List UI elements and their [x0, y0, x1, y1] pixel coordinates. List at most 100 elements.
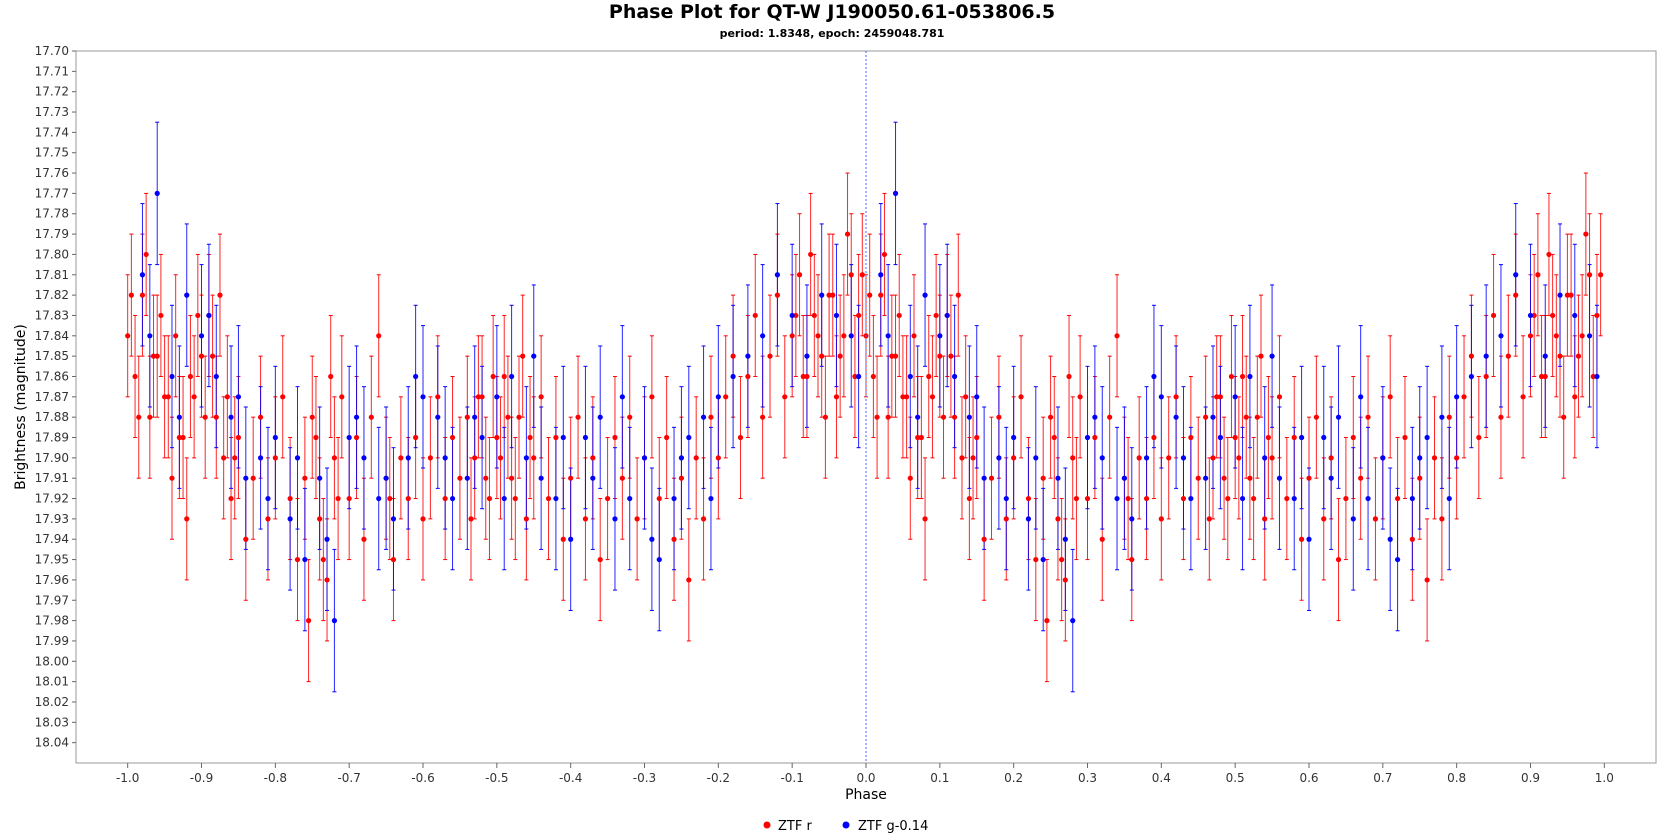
data-point-ztf-g [1350, 516, 1356, 522]
data-point-ztf-r [154, 353, 160, 359]
data-point-ztf-g [479, 434, 485, 441]
data-point-ztf-g [1092, 414, 1098, 420]
data-point-ztf-r [1350, 434, 1356, 441]
data-point-ztf-r [844, 231, 851, 237]
data-point-ztf-r [353, 434, 360, 441]
data-point-ztf-g [1055, 475, 1061, 481]
data-point-ztf-r [752, 312, 758, 319]
data-point-ztf-g [1299, 434, 1305, 441]
data-point-ztf-r [1454, 455, 1460, 461]
data-point-ztf-g [1210, 414, 1216, 420]
data-point-ztf-g [509, 373, 515, 380]
y-tick-label: 17.86 [35, 369, 69, 383]
data-point-ztf-r [136, 414, 142, 420]
data-point-ztf-r [575, 414, 581, 420]
data-point-ztf-g [287, 516, 293, 522]
data-point-ztf-r [1424, 577, 1430, 583]
data-point-ztf-g [331, 618, 338, 624]
y-tick-label: 17.95 [35, 553, 69, 567]
data-point-ztf-g [1239, 495, 1246, 502]
data-point-ztf-r [819, 353, 825, 359]
data-point-ztf-r [1313, 414, 1319, 420]
data-point-ztf-g [649, 536, 655, 542]
data-point-ztf-r [837, 353, 843, 359]
x-tick-label: -0.2 [707, 771, 730, 785]
data-point-ztf-r [147, 414, 153, 420]
data-point-ztf-r [305, 618, 312, 624]
data-point-ztf-g [206, 312, 212, 319]
data-point-ztf-r [1321, 516, 1327, 522]
data-point-ztf-r [509, 475, 515, 481]
data-point-ztf-r [464, 414, 470, 420]
data-point-ztf-g [1321, 434, 1327, 441]
data-point-ztf-r [545, 495, 552, 502]
data-point-ztf-r [516, 414, 522, 420]
data-point-ztf-r [213, 414, 219, 420]
data-point-ztf-r [996, 414, 1002, 420]
data-point-ztf-r [1018, 394, 1024, 400]
data-point-ztf-r [859, 272, 865, 278]
data-point-ztf-r [1107, 414, 1113, 420]
data-point-ztf-r [1431, 455, 1438, 461]
data-point-ztf-g [892, 190, 899, 196]
data-point-ztf-r [745, 373, 751, 380]
data-point-ztf-r [774, 292, 781, 298]
data-point-ztf-r [331, 455, 338, 461]
data-point-ztf-r [475, 394, 481, 400]
data-point-ztf-r [339, 394, 345, 400]
data-point-ztf-r [486, 495, 493, 502]
data-point-ztf-g [383, 475, 389, 481]
data-point-ztf-g [915, 414, 921, 420]
data-point-ztf-g [184, 292, 190, 298]
data-point-ztf-r [505, 414, 511, 420]
data-point-ztf-r [1239, 373, 1246, 380]
data-point-ztf-g [568, 536, 574, 542]
data-point-ztf-g [1483, 353, 1489, 359]
data-point-ztf-g [1358, 394, 1364, 400]
y-tick-label: 17.99 [35, 634, 69, 648]
data-point-ztf-r [1051, 434, 1057, 441]
data-point-ztf-g [981, 475, 987, 481]
data-point-ztf-r [1583, 231, 1589, 237]
data-point-ztf-r [833, 394, 840, 400]
data-point-ztf-g [885, 333, 891, 339]
data-point-ztf-r [1265, 434, 1271, 441]
data-point-ztf-g [553, 495, 559, 502]
data-point-ztf-r [538, 394, 544, 400]
chart-title: Phase Plot for QT-W J190050.61-053806.5 [608, 1, 1056, 23]
y-tick-label: 17.89 [35, 431, 69, 445]
x-tick-label: 0.8 [1447, 771, 1466, 785]
data-point-ztf-g [700, 414, 707, 420]
y-tick-label: 17.87 [35, 390, 69, 404]
data-point-ztf-g [1594, 373, 1600, 380]
data-point-ztf-g [974, 394, 980, 400]
y-tick-label: 18.04 [35, 736, 69, 750]
data-point-ztf-r [693, 455, 699, 461]
data-point-ztf-r [1550, 312, 1556, 319]
data-point-ztf-r [1387, 394, 1393, 400]
data-point-ztf-r [881, 251, 888, 258]
data-point-ztf-g [1070, 618, 1076, 624]
data-point-ztf-g [848, 333, 854, 339]
data-point-ztf-g [257, 455, 264, 461]
data-point-ztf-g [833, 312, 840, 319]
data-point-ztf-r [1538, 373, 1545, 380]
data-point-ztf-r [501, 373, 507, 380]
data-point-ztf-r [1070, 455, 1076, 461]
data-point-ztf-r [224, 394, 230, 400]
data-point-ztf-r [165, 394, 171, 400]
data-point-ztf-r [191, 394, 197, 400]
data-point-ztf-g [774, 272, 781, 278]
data-point-ztf-r [1365, 414, 1371, 420]
data-point-ztf-r [970, 455, 976, 461]
data-point-ztf-r [597, 556, 603, 563]
data-point-ztf-r [656, 495, 662, 502]
data-point-ztf-g [139, 272, 146, 278]
x-tick-label: -0.9 [190, 771, 213, 785]
data-point-ztf-r [1099, 536, 1105, 542]
y-tick-label: 17.72 [35, 85, 69, 99]
data-point-ztf-g [531, 353, 537, 359]
data-point-ztf-r [1258, 353, 1264, 359]
data-point-ztf-g [745, 353, 751, 359]
x-tick-label: -0.1 [780, 771, 803, 785]
